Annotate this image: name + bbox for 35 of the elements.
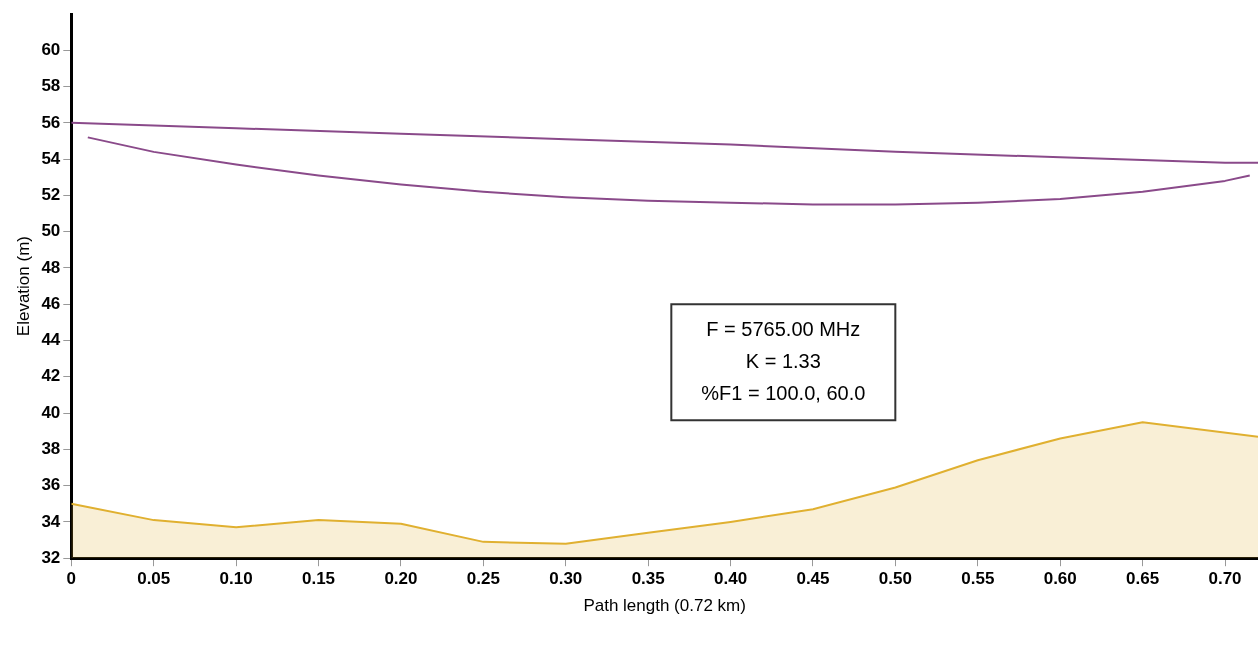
y-tick-label: 50 bbox=[41, 221, 61, 241]
x-tick-label: 0.45 bbox=[796, 569, 830, 589]
x-tick-label: 0.20 bbox=[384, 569, 418, 589]
x-tick-label: 0.50 bbox=[878, 569, 912, 589]
x-tick-label: 0.25 bbox=[466, 569, 500, 589]
x-tick-label: 0 bbox=[66, 569, 77, 589]
y-tick-label: 58 bbox=[41, 76, 61, 96]
x-tick-label: 0.30 bbox=[549, 569, 583, 589]
y-tick-label: 32 bbox=[41, 547, 61, 567]
x-axis-title: Path length (0.72 km) bbox=[583, 596, 746, 616]
annotation: K = 1.33 bbox=[745, 349, 821, 372]
y-tick-label: 38 bbox=[41, 439, 61, 459]
x-tick-label: 0.15 bbox=[301, 569, 336, 589]
y-tick-label: 46 bbox=[41, 293, 61, 313]
x-tick-label: 0.40 bbox=[714, 569, 748, 589]
x-tick-label: 0.05 bbox=[137, 569, 171, 589]
annotation: F = 5765.00 MHz bbox=[706, 317, 861, 340]
y-tick-label: 56 bbox=[41, 112, 61, 132]
x-tick-label: 0.35 bbox=[631, 569, 665, 589]
y-tick-label: 40 bbox=[41, 402, 61, 422]
y-tick-label: 34 bbox=[41, 511, 61, 531]
x-tick-label: 0.55 bbox=[961, 569, 995, 589]
x-tick-label: 0.70 bbox=[1208, 569, 1242, 589]
y-tick-label: 60 bbox=[41, 39, 61, 59]
y-axis-title: Elevation (m) bbox=[13, 236, 33, 337]
y-tick-label: 44 bbox=[41, 330, 61, 350]
annotation: %F1 = 100.0, 60.0 bbox=[701, 381, 866, 404]
x-tick-label: 0.10 bbox=[219, 569, 253, 589]
x-tick-label: 0.65 bbox=[1126, 569, 1160, 589]
y-tick-label: 48 bbox=[41, 257, 61, 277]
y-tick-label: 36 bbox=[41, 475, 61, 495]
x-tick-label: 0.60 bbox=[1043, 569, 1077, 589]
y-tick-label: 52 bbox=[41, 185, 61, 205]
y-tick-label: 42 bbox=[41, 366, 61, 386]
y-tick-label: 54 bbox=[41, 148, 61, 168]
